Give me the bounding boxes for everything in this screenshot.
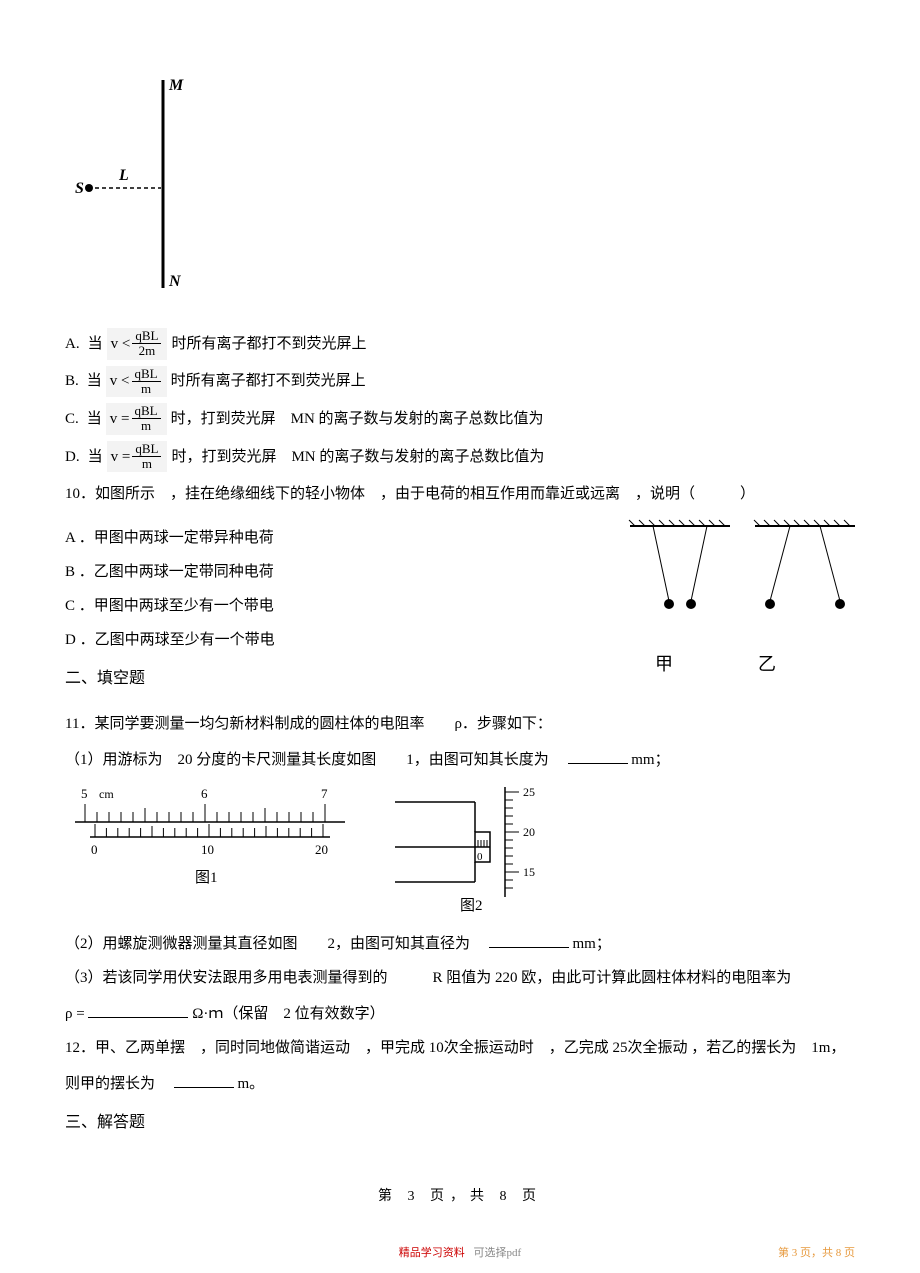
frac-num: qBL <box>132 367 161 382</box>
q12-line1: 12．甲、乙两单摆 ，同时同地做简谐运动 ，甲完成 10次全振运动时 ，乙完成 … <box>65 1036 855 1060</box>
label-jia: 甲 <box>655 650 673 679</box>
frac-num: qBL <box>132 442 161 457</box>
q10-option-d: D ．乙图中两球至少有一个带电 <box>65 628 615 652</box>
q12-line2b: m。 <box>238 1076 265 1092</box>
option-prefix: 当 <box>87 369 102 393</box>
option-text: 时所有离子都打不到荧光屏上 <box>171 332 366 356</box>
footer-right: 第 3 页，共 8 页 <box>778 1245 855 1263</box>
micrometer-svg: 0 25 20 15 图2 <box>385 782 585 912</box>
q12-line2: 则甲的摆长为 m。 <box>65 1070 855 1096</box>
option-text: 时所有离子都打不到荧光屏上 <box>171 369 366 393</box>
q11-part2-text: （2）用螺旋测微器测量其直径如图 2，由图可知其直径为 <box>65 936 485 952</box>
svg-text:0: 0 <box>477 851 483 863</box>
q9-option-c: C. 当 v = qBL m 时，打到荧光屏 MN 的离子数与发射的离子总数比值… <box>65 403 855 435</box>
q11-part1-text: （1）用游标为 20 分度的卡尺测量其长度如图 1，由图可知其长度为 <box>65 752 564 768</box>
option-text: 时，打到荧光屏 MN 的离子数与发射的离子总数比值为 <box>171 445 544 469</box>
q11-part1: （1）用游标为 20 分度的卡尺测量其长度如图 1，由图可知其长度为 mm； <box>65 746 855 772</box>
footer-left-red: 精品学习资料 <box>399 1247 465 1259</box>
v-rel: v < <box>110 369 130 393</box>
q10-option-a: A ．甲图中两球一定带异种电荷 <box>65 526 615 550</box>
q11-part2-unit: mm； <box>573 936 611 952</box>
frac-num: qBL <box>132 329 161 344</box>
formula-box: v < qBL 2m <box>107 328 168 360</box>
blank-diameter <box>489 930 569 948</box>
caliper-svg: 5 cm 6 7 0 10 20 图1 <box>65 782 355 892</box>
smn-diagram: M N S L <box>75 70 195 300</box>
section-3-title: 三、解答题 <box>65 1110 855 1136</box>
footer-left-grey: 可选择pdf <box>474 1247 522 1259</box>
rho-label: ρ = <box>65 1006 85 1022</box>
option-letter: C. <box>65 407 79 431</box>
v-rel: v = <box>110 407 130 431</box>
svg-text:图1: 图1 <box>195 869 218 886</box>
v-rel: v = <box>111 445 131 469</box>
q11-part3a: （3）若该同学用伏安法跟用多用电表测量得到的 R 阻值为 220 欧，由此可计算… <box>65 966 855 990</box>
frac-den: m <box>138 419 154 433</box>
q10-stem: 10．如图所示 ，挂在绝缘细线下的轻小物体 ，由于电荷的相互作用而靠近或远离 ，… <box>65 482 855 506</box>
svg-text:10: 10 <box>201 842 214 857</box>
frac-den: m <box>138 382 154 396</box>
figure-smn: M N S L <box>75 70 855 308</box>
blank-pendulum <box>174 1070 234 1088</box>
option-letter: A. <box>65 332 80 356</box>
frac-num: qBL <box>132 404 161 419</box>
formula-box: v = qBL m <box>106 403 167 435</box>
svg-text:cm: cm <box>99 787 114 801</box>
blank-length <box>568 746 628 764</box>
rho-unit: Ω·ｍ（保留 2 位有效数字） <box>192 1006 384 1022</box>
label-l: L <box>118 167 129 184</box>
option-letter: B. <box>65 369 79 393</box>
formula-box: v = qBL m <box>107 441 168 473</box>
svg-text:20: 20 <box>523 825 535 839</box>
option-letter: D. <box>65 445 80 469</box>
formula-box: v < qBL m <box>106 366 167 398</box>
v-rel: v < <box>111 332 131 356</box>
svg-text:0: 0 <box>91 842 98 857</box>
q12-line2a: 则甲的摆长为 <box>65 1076 170 1092</box>
svg-text:5: 5 <box>81 786 88 801</box>
option-prefix: 当 <box>88 332 103 356</box>
svg-text:图2: 图2 <box>460 897 483 912</box>
svg-text:6: 6 <box>201 786 208 801</box>
option-text: 时，打到荧光屏 MN 的离子数与发射的离子总数比值为 <box>171 407 544 431</box>
q11-part2: （2）用螺旋测微器测量其直径如图 2，由图可知其直径为 mm； <box>65 930 855 956</box>
svg-text:15: 15 <box>523 865 535 879</box>
section-2-title: 二、填空题 <box>65 666 615 692</box>
q11-part3b: ρ = Ω·ｍ（保留 2 位有效数字） <box>65 1000 855 1026</box>
page-number: 第 3 页，共 8 页 <box>65 1186 855 1208</box>
q9-option-d: D. 当 v = qBL m 时，打到荧光屏 MN 的离子数与发射的离子总数比值… <box>65 441 855 473</box>
footer-left: 精品学习资料 可选择pdf <box>65 1245 855 1263</box>
q10-option-b: B ．乙图中两球一定带同种电荷 <box>65 560 615 584</box>
micrometer-figure: 0 25 20 15 图2 <box>385 782 585 920</box>
option-prefix: 当 <box>88 445 103 469</box>
label-n: N <box>168 273 182 290</box>
frac-den: 2m <box>136 344 159 358</box>
q11-part1-unit: mm； <box>631 752 669 768</box>
q11-stem: 11．某同学要测量一均匀新材料制成的圆柱体的电阻率 ρ．步骤如下： <box>65 712 855 736</box>
caliper-figure: 5 cm 6 7 0 10 20 图1 <box>65 782 355 920</box>
svg-text:20: 20 <box>315 842 328 857</box>
label-yi: 乙 <box>758 650 776 679</box>
label-s: S <box>75 180 84 197</box>
page-footer: 精品学习资料 可选择pdf 第 3 页，共 8 页 <box>0 1245 920 1263</box>
q9-option-b: B. 当 v < qBL m 时所有离子都打不到荧光屏上 <box>65 366 855 398</box>
pendulum-diagram <box>625 516 855 636</box>
q10-option-c: C ．甲图中两球至少有一个带电 <box>65 594 615 618</box>
blank-rho <box>88 1000 188 1018</box>
q9-option-a: A. 当 v < qBL 2m 时所有离子都打不到荧光屏上 <box>65 328 855 360</box>
svg-text:25: 25 <box>523 785 535 799</box>
option-prefix: 当 <box>87 407 102 431</box>
q10-figure: 甲 乙 <box>625 516 855 679</box>
label-m: M <box>168 77 184 94</box>
frac-den: m <box>139 457 155 471</box>
svg-text:7: 7 <box>321 786 328 801</box>
